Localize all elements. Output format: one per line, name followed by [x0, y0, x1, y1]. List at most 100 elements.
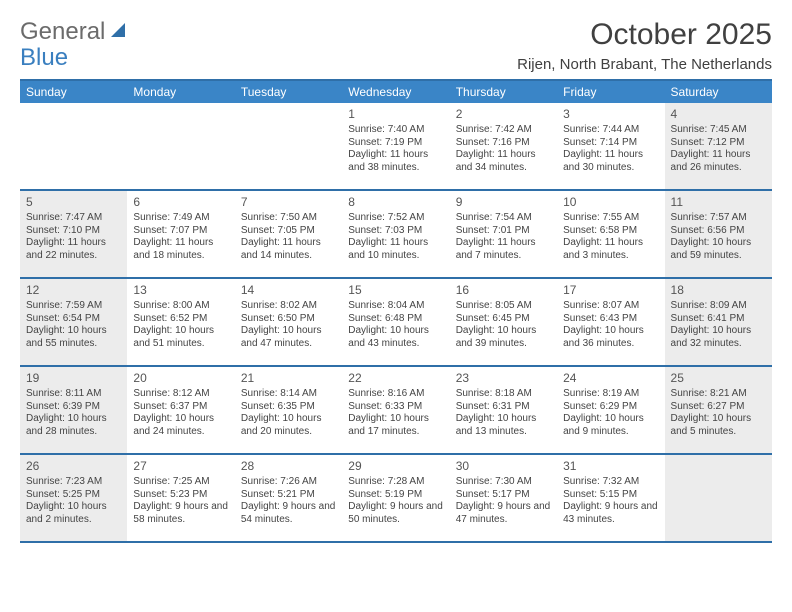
sunrise-text: Sunrise: 7:25 AM	[133, 476, 228, 489]
day-cell: 26Sunrise: 7:23 AMSunset: 5:25 PMDayligh…	[20, 455, 127, 541]
sunset-text: Sunset: 7:19 PM	[348, 137, 443, 150]
day-number: 16	[456, 283, 551, 298]
day-cell: 28Sunrise: 7:26 AMSunset: 5:21 PMDayligh…	[235, 455, 342, 541]
day-cell: 30 Sunrise: 7:30 AMSunset: 5:17 PMDayligh…	[450, 455, 557, 541]
day-number: 22	[348, 371, 443, 386]
day-cell: 23Sunrise: 8:18 AMSunset: 6:31 PMDayligh…	[450, 367, 557, 453]
day-header: Tuesday	[235, 81, 342, 103]
daylight-text: Daylight: 11 hours and 30 minutes.	[563, 149, 658, 174]
day-cell	[235, 103, 342, 189]
day-cell: 31Sunrise: 7:32 AMSunset: 5:15 PMDayligh…	[557, 455, 664, 541]
sunset-text: Sunset: 5:25 PM	[26, 489, 121, 502]
sunset-text: Sunset: 6:52 PM	[133, 313, 228, 326]
day-cell: 20Sunrise: 8:12 AMSunset: 6:37 PMDayligh…	[127, 367, 234, 453]
daylight-text: Daylight: 10 hours and 28 minutes.	[26, 413, 121, 438]
sunset-text: Sunset: 6:54 PM	[26, 313, 121, 326]
sunrise-text: Sunrise: 7:50 AM	[241, 212, 336, 225]
brand-logo: General	[20, 18, 127, 46]
day-cell: 19 Sunrise: 8:11 AMSunset: 6:39 PMDayligh…	[20, 367, 127, 453]
daylight-text: Daylight: 11 hours and 3 minutes.	[563, 237, 658, 262]
day-cell	[127, 103, 234, 189]
day-cell: 15Sunrise: 8:04 AMSunset: 6:48 PMDayligh…	[342, 279, 449, 365]
sunrise-text: Sunrise: 8:12 AM	[133, 388, 228, 401]
sunset-text: Sunset: 6:45 PM	[456, 313, 551, 326]
day-cell: 8Sunrise: 7:52 AMSunset: 7:03 PMDaylight…	[342, 191, 449, 277]
daylight-text: Daylight: 11 hours and 22 minutes.	[26, 237, 121, 262]
day-header: Friday	[557, 81, 664, 103]
day-number: 21	[241, 371, 336, 386]
sunset-text: Sunset: 7:07 PM	[133, 225, 228, 238]
day-number: 31	[563, 459, 658, 474]
daylight-text: Daylight: 10 hours and 32 minutes.	[671, 325, 766, 350]
sunrise-text: Sunrise: 8:04 AM	[348, 300, 443, 313]
sunset-text: Sunset: 5:19 PM	[348, 489, 443, 502]
day-number: 28	[241, 459, 336, 474]
daylight-text: Daylight: 9 hours and 43 minutes.	[563, 501, 658, 526]
day-cell: 13Sunrise: 8:00 AMSunset: 6:52 PMDayligh…	[127, 279, 234, 365]
sunset-text: Sunset: 6:33 PM	[348, 401, 443, 414]
day-cell: 3Sunrise: 7:44 AMSunset: 7:14 PMDaylight…	[557, 103, 664, 189]
daylight-text: Daylight: 9 hours and 58 minutes.	[133, 501, 228, 526]
location-text: Rijen, North Brabant, The Netherlands	[517, 56, 772, 73]
daylight-text: Daylight: 10 hours and 24 minutes.	[133, 413, 228, 438]
day-cell: 21Sunrise: 8:14 AMSunset: 6:35 PMDayligh…	[235, 367, 342, 453]
day-number: 4	[671, 107, 766, 122]
day-number: 13	[133, 283, 228, 298]
brand-part2: Blue	[20, 44, 68, 72]
daylight-text: Daylight: 10 hours and 39 minutes.	[456, 325, 551, 350]
week-row: 5Sunrise: 7:47 AMSunset: 7:10 PMDaylight…	[20, 191, 772, 279]
sunset-text: Sunset: 6:27 PM	[671, 401, 766, 414]
sunset-text: Sunset: 5:23 PM	[133, 489, 228, 502]
sunset-text: Sunset: 7:05 PM	[241, 225, 336, 238]
sunset-text: Sunset: 6:29 PM	[563, 401, 658, 414]
day-header: Thursday	[450, 81, 557, 103]
sunset-text: Sunset: 5:21 PM	[241, 489, 336, 502]
week-row: 19Sunrise: 8:11 AMSunset: 6:39 PMDayligh…	[20, 367, 772, 455]
sunset-text: Sunset: 5:17 PM	[456, 489, 551, 502]
day-header: Sunday	[20, 81, 127, 103]
day-number: 30	[456, 459, 551, 474]
day-cell: 1Sunrise: 7:40 AMSunset: 7:19 PMDaylight…	[342, 103, 449, 189]
sunset-text: Sunset: 6:43 PM	[563, 313, 658, 326]
day-cell: 29Sunrise: 7:28 AMSunset: 5:19 PMDayligh…	[342, 455, 449, 541]
daylight-text: Daylight: 11 hours and 38 minutes.	[348, 149, 443, 174]
sunrise-text: Sunrise: 7:28 AM	[348, 476, 443, 489]
daylight-text: Daylight: 10 hours and 43 minutes.	[348, 325, 443, 350]
day-number: 3	[563, 107, 658, 122]
sunset-text: Sunset: 7:14 PM	[563, 137, 658, 150]
day-number: 23	[456, 371, 551, 386]
sunrise-text: Sunrise: 8:18 AM	[456, 388, 551, 401]
daylight-text: Daylight: 11 hours and 18 minutes.	[133, 237, 228, 262]
sunrise-text: Sunrise: 7:40 AM	[348, 124, 443, 137]
sunrise-text: Sunrise: 8:11 AM	[26, 388, 121, 401]
week-row: 12Sunrise: 7:59 AMSunset: 6:54 PMDayligh…	[20, 279, 772, 367]
sunrise-text: Sunrise: 7:23 AM	[26, 476, 121, 489]
day-number: 24	[563, 371, 658, 386]
sunset-text: Sunset: 6:39 PM	[26, 401, 121, 414]
sunrise-text: Sunrise: 7:54 AM	[456, 212, 551, 225]
sunrise-text: Sunrise: 7:45 AM	[671, 124, 766, 137]
day-number: 19	[26, 371, 121, 386]
sunset-text: Sunset: 7:10 PM	[26, 225, 121, 238]
day-number: 29	[348, 459, 443, 474]
day-cell: 5 Sunrise: 7:47 AMSunset: 7:10 PMDaylight…	[20, 191, 127, 277]
sunrise-text: Sunrise: 7:30 AM	[456, 476, 551, 489]
sunrise-text: Sunrise: 7:47 AM	[26, 212, 121, 225]
day-number: 5	[26, 195, 121, 210]
daylight-text: Daylight: 9 hours and 47 minutes.	[456, 501, 551, 526]
daylight-text: Daylight: 11 hours and 10 minutes.	[348, 237, 443, 262]
sunrise-text: Sunrise: 8:05 AM	[456, 300, 551, 313]
sunset-text: Sunset: 6:37 PM	[133, 401, 228, 414]
sail-icon	[109, 18, 127, 46]
daylight-text: Daylight: 9 hours and 54 minutes.	[241, 501, 336, 526]
weeks-container: 1Sunrise: 7:40 AMSunset: 7:19 PMDaylight…	[20, 103, 772, 543]
day-cell: 16 Sunrise: 8:05 AMSunset: 6:45 PMDayligh…	[450, 279, 557, 365]
day-cell: 11Sunrise: 7:57 AMSunset: 6:56 PMDayligh…	[665, 191, 772, 277]
day-cell: 7Sunrise: 7:50 AMSunset: 7:05 PMDaylight…	[235, 191, 342, 277]
day-cell: 27Sunrise: 7:25 AMSunset: 5:23 PMDayligh…	[127, 455, 234, 541]
day-cell	[20, 103, 127, 189]
sunset-text: Sunset: 6:58 PM	[563, 225, 658, 238]
day-number: 25	[671, 371, 766, 386]
day-header: Wednesday	[342, 81, 449, 103]
sunset-text: Sunset: 6:56 PM	[671, 225, 766, 238]
